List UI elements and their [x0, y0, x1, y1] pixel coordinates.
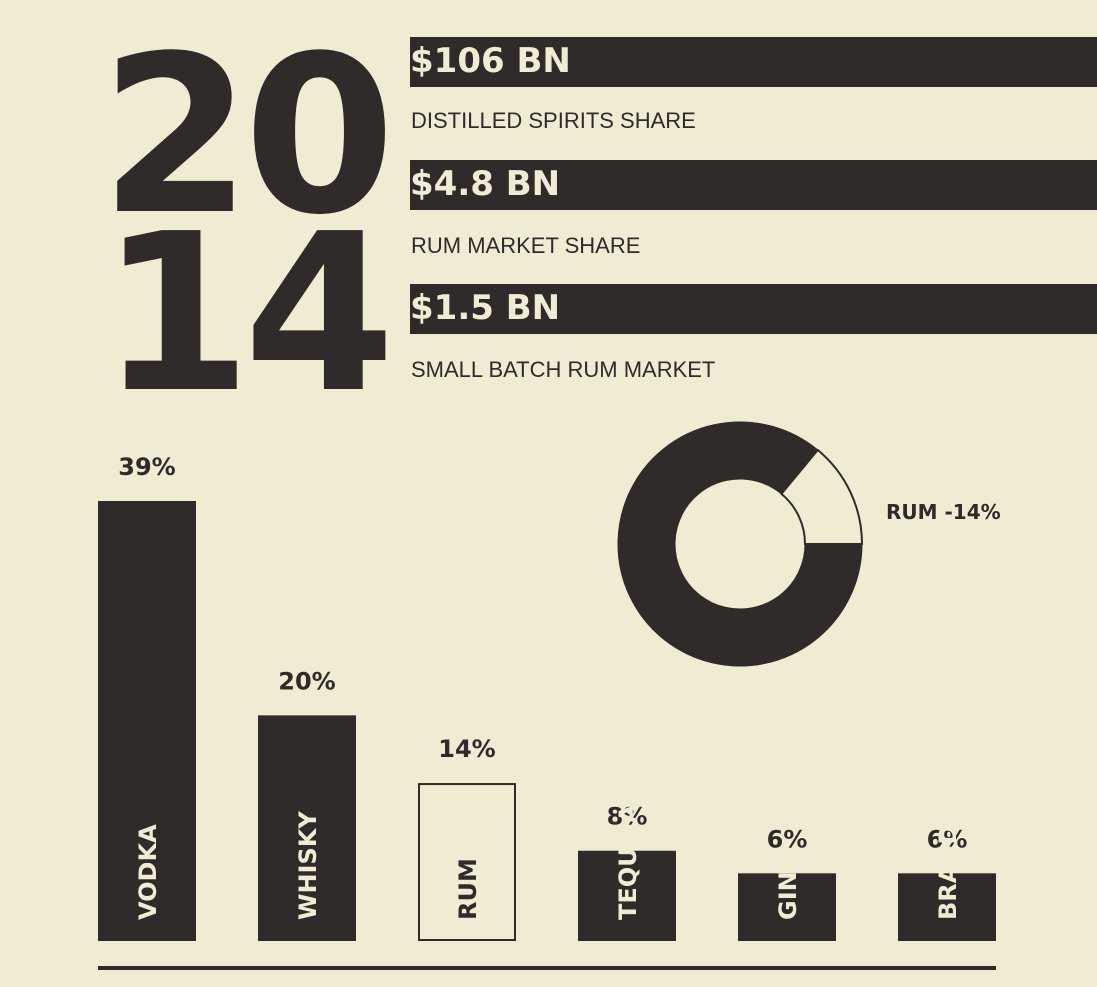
bar-rum: [418, 783, 516, 941]
year-top: 20: [100, 10, 395, 263]
bar-whisky: [258, 715, 356, 941]
donut-label-rum: RUM -14%: [886, 500, 1001, 524]
bar-brandy: [898, 873, 996, 941]
stat-bar-small-batch: $1.5 BN: [410, 284, 1097, 334]
bar-category-label-tequila: TEQUILA: [614, 804, 642, 920]
stat-bar-spirits: $106 BN: [410, 37, 1097, 87]
bar-category-label-brandy: BRANDY: [934, 808, 962, 920]
stat-label-small-batch: SMALL BATCH RUM MARKET: [411, 357, 716, 382]
bar-value-label-gin: 6%: [767, 825, 808, 853]
bar-value-label-brandy: 6%: [927, 825, 968, 853]
stat-value-spirits: $106 BN: [410, 41, 571, 81]
donut-slice-other: [617, 421, 863, 667]
bar-value-label-rum: 14%: [438, 735, 495, 763]
stat-value-rum: $4.8 BN: [410, 164, 561, 204]
bar-value-label-tequila: 8%: [607, 803, 648, 831]
bar-vodka: [98, 501, 196, 941]
year-bottom: 14: [100, 188, 395, 441]
chart-baseline: [98, 966, 996, 970]
stat-label-rum: RUM MARKET SHARE: [411, 233, 641, 258]
bar-value-label-vodka: 39%: [118, 453, 175, 481]
bar-category-label-vodka: VODKA: [134, 824, 162, 920]
bar-value-label-whisky: 20%: [278, 667, 335, 695]
stat-label-spirits: DISTILLED SPIRITS SHARE: [411, 108, 696, 133]
bar-category-label-rum: RUM: [454, 858, 482, 920]
bar-category-label-whisky: WHISKY: [294, 811, 322, 920]
stat-value-small-batch: $1.5 BN: [410, 288, 561, 328]
bar-category-label-gin: GIN: [774, 871, 802, 920]
bar-tequila: [578, 850, 676, 941]
bar-gin: [738, 873, 836, 941]
stat-bar-rum: $4.8 BN: [410, 160, 1097, 210]
